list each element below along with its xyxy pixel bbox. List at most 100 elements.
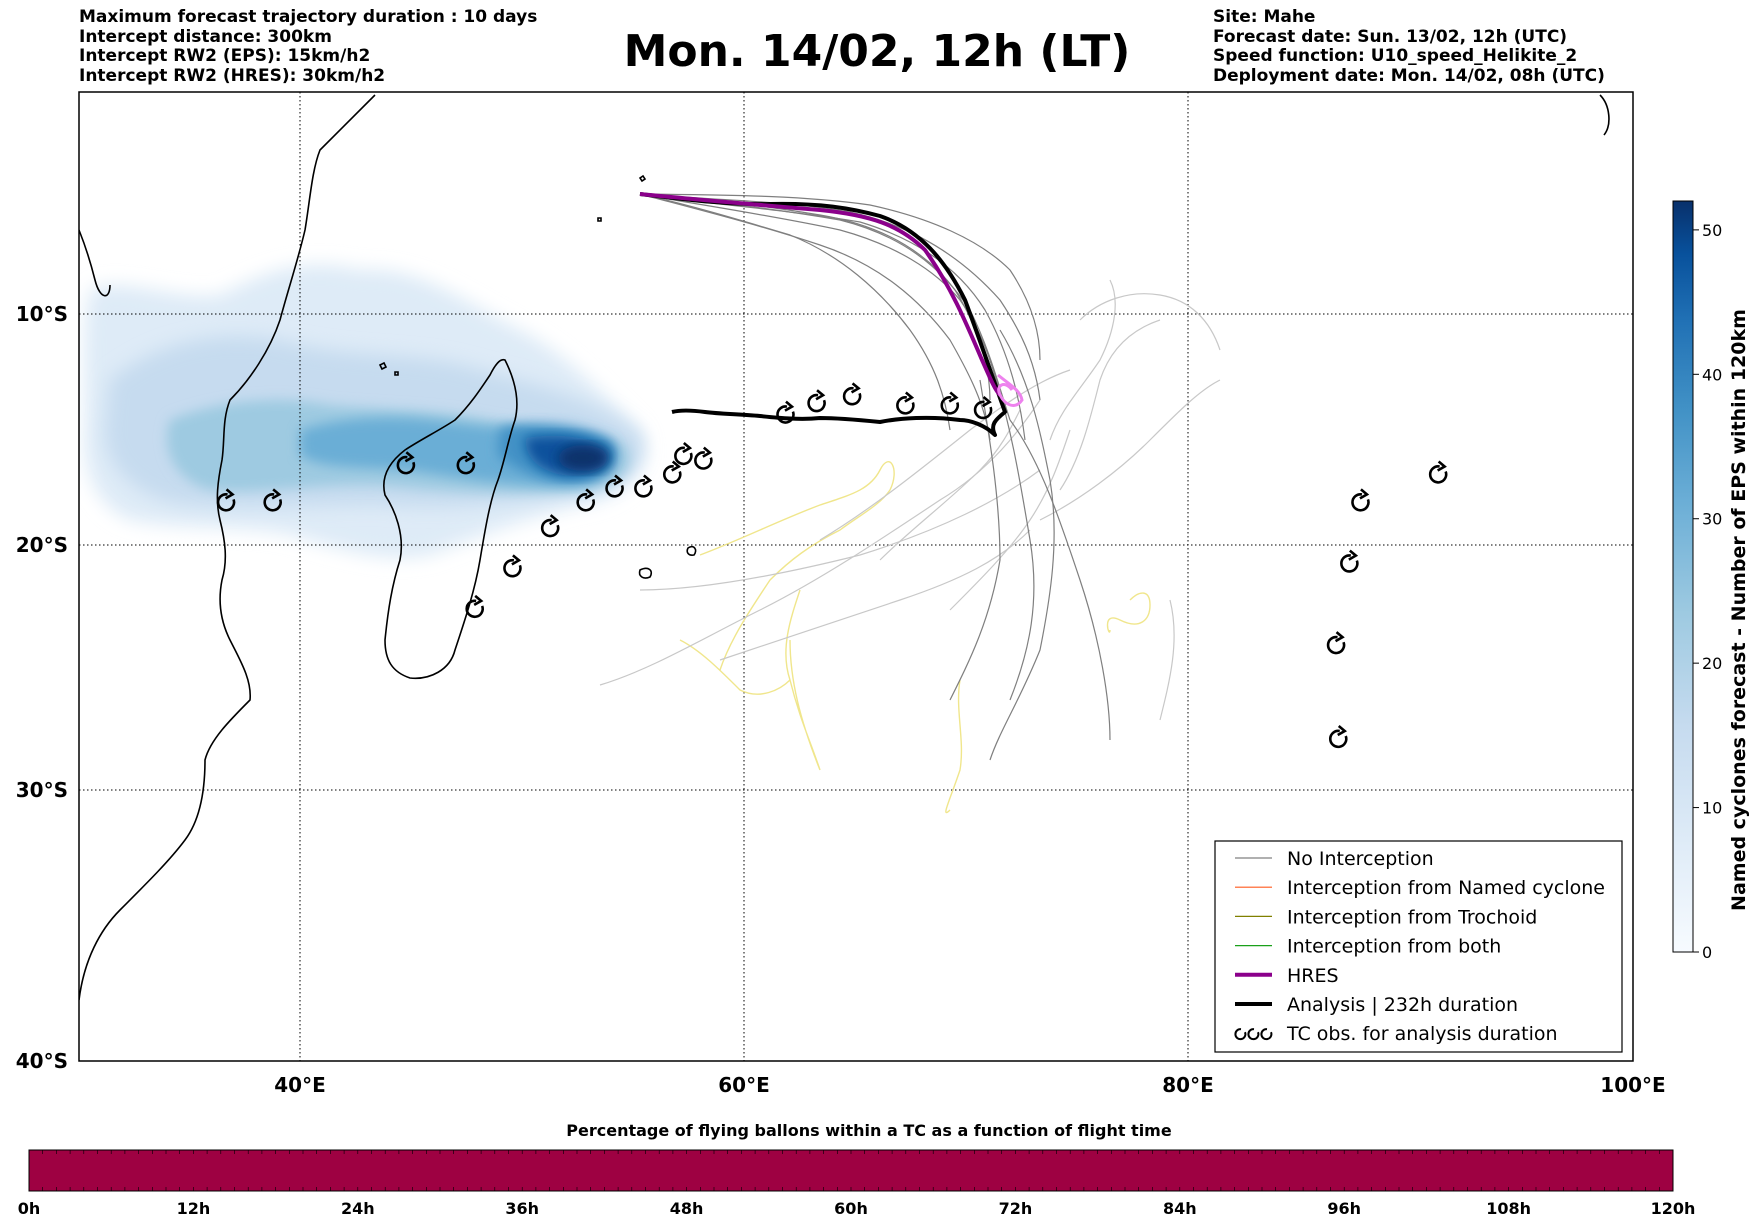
svg-text:50: 50 xyxy=(1702,221,1722,240)
africa-coast xyxy=(79,94,376,1001)
arabia-coast xyxy=(79,229,111,297)
tc-obs-legend-icon xyxy=(1247,1028,1260,1041)
lat-label-40s: 40°S xyxy=(16,1049,68,1073)
intercept-distance-line: Intercept distance: 300km xyxy=(79,26,332,47)
tc-obs-icon xyxy=(503,554,522,578)
tc-obs-icon xyxy=(896,391,915,415)
intercept-hres-line: Intercept RW2 (HRES): 30km/h2 xyxy=(79,65,386,86)
speed-function-line: Speed function: U10_speed_Helikite_2 xyxy=(1213,46,1578,66)
flight-bar-fill xyxy=(28,1149,1674,1192)
lon-label-60e: 60°E xyxy=(718,1073,770,1097)
colorbar-tick: 0 xyxy=(1693,943,1712,962)
legend-box xyxy=(1214,840,1623,1053)
colorbar-tick: 30 xyxy=(1693,510,1722,529)
flight-bar-tick-label: 12h xyxy=(177,1199,211,1218)
tc-obs-icon xyxy=(1428,460,1448,484)
flight-bar-tick-label: 108h xyxy=(1486,1199,1531,1218)
flight-bar-tick-label: 60h xyxy=(834,1199,868,1218)
tc-obs-icon xyxy=(807,389,826,413)
legend-label: Interception from Trochoid xyxy=(1287,906,1537,928)
lon-label-80e: 80°E xyxy=(1162,1073,1214,1097)
legend-item: No Interception xyxy=(1235,848,1434,870)
tc-obs-icon xyxy=(674,442,693,466)
tc-obs-icon xyxy=(1340,549,1359,573)
tc-obs-icon xyxy=(396,451,416,475)
coastlines xyxy=(79,94,1610,1001)
hres-end-loop xyxy=(997,373,1024,407)
latitude-axis: 10°S 20°S 30°S 40°S xyxy=(16,302,68,1073)
lon-label-100e: 100°E xyxy=(1600,1073,1665,1097)
analysis-track xyxy=(639,192,1007,437)
tc-obs-icon xyxy=(634,474,653,498)
reunion-island xyxy=(686,545,697,556)
flight-time-bar: Percentage of flying ballons within a TC… xyxy=(18,1121,1696,1218)
colorbar-label: Named cyclones forecast - Number of EPS … xyxy=(1728,309,1750,911)
legend-item: Interception from Named cyclone xyxy=(1235,877,1605,899)
site-line: Site: Mahe xyxy=(1213,7,1316,27)
legend-item: Analysis | 232h duration xyxy=(1235,994,1518,1016)
legend-label: No Interception xyxy=(1287,848,1434,870)
colorbar-tick: 20 xyxy=(1693,654,1722,673)
colorbar-tick: 10 xyxy=(1693,799,1722,818)
legend-item: Interception from Trochoid xyxy=(1235,906,1537,928)
map-frame xyxy=(78,91,1634,1062)
lat-label-30s: 30°S xyxy=(16,778,68,802)
legend-item: HRES xyxy=(1235,965,1339,987)
max-duration-line: Maximum forecast trajectory duration : 1… xyxy=(79,7,538,27)
tc-obs-icon xyxy=(216,488,236,512)
flight-bar-tick-label: 24h xyxy=(341,1199,375,1218)
hres-track xyxy=(639,192,1002,397)
forecast-settings: Maximum forecast trajectory duration : 1… xyxy=(79,7,538,86)
eps-density-field xyxy=(84,264,646,558)
map-content xyxy=(79,92,1633,1061)
legend-label: Analysis | 232h duration xyxy=(1287,994,1518,1016)
eps-colorbar: 0 10 20 30 40 50 Named cyclones forecast - Nu… xyxy=(1672,200,1750,962)
colorbar-tick: 50 xyxy=(1693,221,1722,240)
svg-text:20: 20 xyxy=(1702,654,1722,673)
legend-label: HRES xyxy=(1287,965,1339,987)
sri-lanka-ish xyxy=(1599,94,1610,136)
flight-bar-tick-label: 96h xyxy=(1327,1199,1361,1218)
flight-bar-tick-label: 84h xyxy=(1163,1199,1197,1218)
legend-label: Interception from Named cyclone xyxy=(1287,877,1605,899)
tc-obs-icon xyxy=(776,400,795,424)
tc-observation-markers xyxy=(216,382,1448,749)
gridlines xyxy=(79,92,1633,1061)
legend-label: Interception from both xyxy=(1287,936,1501,958)
lat-label-20s: 20°S xyxy=(16,533,68,557)
legend-item: Interception from both xyxy=(1235,936,1501,958)
flight-bar-tick-label: 48h xyxy=(670,1199,704,1218)
tc-obs-icon xyxy=(465,594,484,619)
flight-bar-tick-label: 120h xyxy=(1651,1199,1696,1218)
svg-text:30: 30 xyxy=(1702,510,1722,529)
tc-obs-icon xyxy=(263,488,282,512)
flight-bar-tick-label: 0h xyxy=(18,1199,41,1218)
light-trajectories xyxy=(599,279,1221,721)
tc-obs-icon xyxy=(662,460,682,484)
legend-item: TC obs. for analysis duration xyxy=(1234,1023,1558,1045)
maurice-island xyxy=(638,567,653,579)
svg-text:40: 40 xyxy=(1702,365,1722,384)
forecast-date-line: Forecast date: Sun. 13/02, 12h (UTC) xyxy=(1213,26,1568,47)
page-title: Mon. 14/02, 12h (LT) xyxy=(623,26,1131,77)
tc-obs-legend-icon xyxy=(1234,1028,1247,1041)
intercept-eps-line: Intercept RW2 (EPS): 15km/h2 xyxy=(79,46,371,66)
tc-obs-icon xyxy=(576,488,595,512)
flight-bar-tick-label: 36h xyxy=(505,1199,539,1218)
tc-obs-icon xyxy=(842,382,862,406)
lon-label-40e: 40°E xyxy=(274,1073,326,1097)
svg-text:10: 10 xyxy=(1702,799,1722,818)
tc-obs-icon xyxy=(456,451,476,475)
svg-text:0: 0 xyxy=(1702,943,1712,962)
colorbar-gradient xyxy=(1672,200,1694,953)
tc-obs-icon xyxy=(1351,488,1370,512)
tc-obs-icon xyxy=(605,474,624,498)
tc-obs-icon xyxy=(1326,631,1346,655)
tc-obs-legend-icon xyxy=(1260,1028,1273,1041)
tc-obs-icon xyxy=(973,396,993,420)
colorbar-tick: 40 xyxy=(1693,365,1722,384)
flight-bar-title: Percentage of flying ballons within a TC… xyxy=(566,1121,1172,1140)
flight-bar-tick-label: 72h xyxy=(999,1199,1033,1218)
legend: No Interception Interception from Named c… xyxy=(1214,840,1623,1053)
